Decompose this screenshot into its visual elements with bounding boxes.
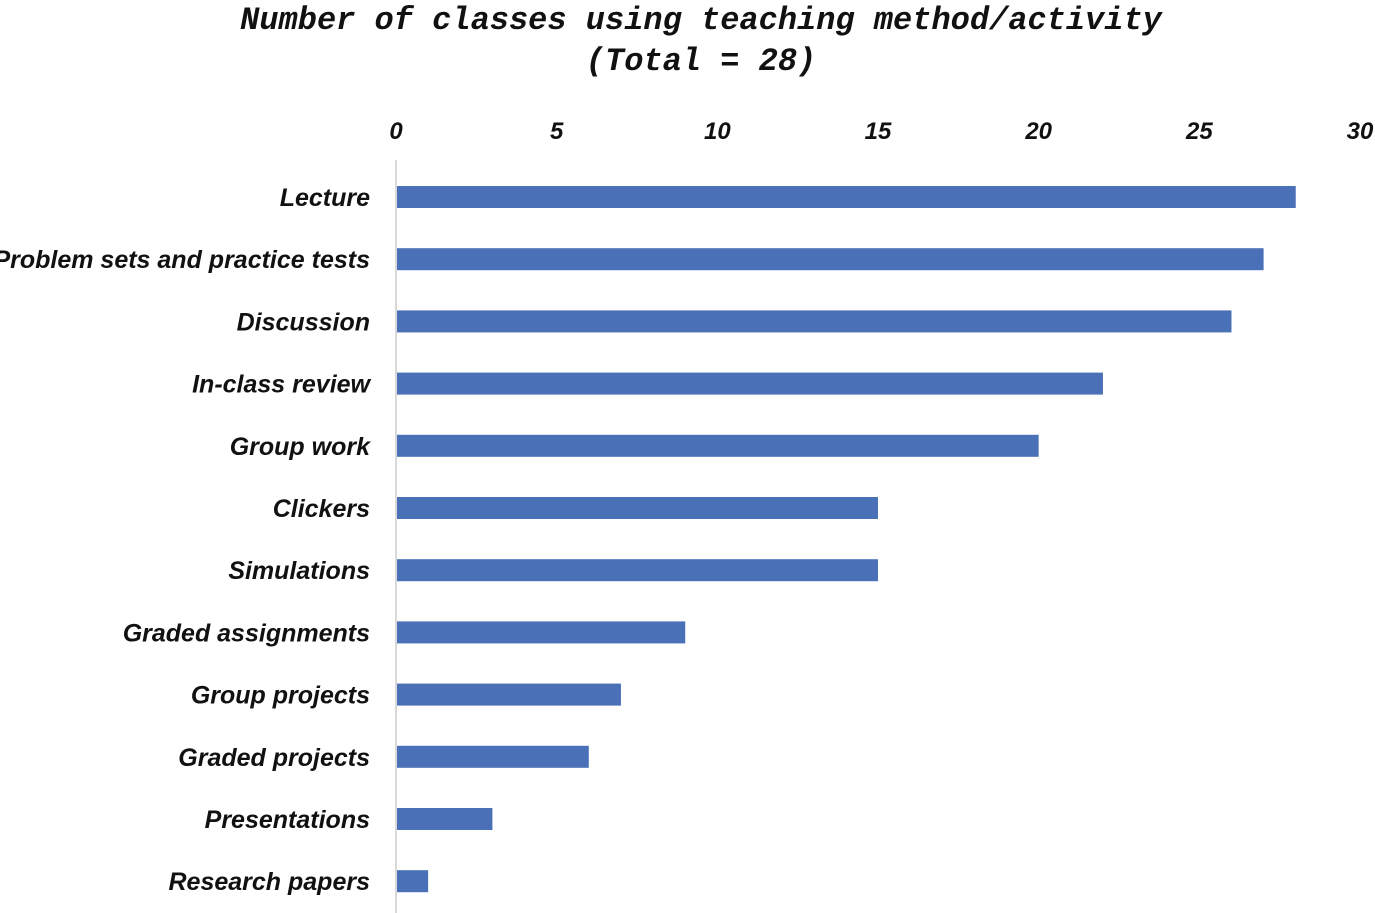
bars [397, 186, 1296, 893]
x-axis-tick-labels: 0 5 10 15 20 25 30 [389, 118, 1374, 145]
x-tick-label: 20 [1024, 118, 1052, 145]
x-tick-label: 10 [704, 118, 731, 145]
category-label: In-class review [192, 371, 371, 399]
chart-title: Number of classes using teaching method/… [0, 0, 1375, 82]
category-label: Simulations [228, 557, 370, 585]
bar [397, 745, 589, 768]
category-label: Clickers [273, 495, 370, 523]
bar [397, 870, 429, 893]
chart-title-main: Number of classes using teaching method/… [240, 2, 1162, 39]
x-tick-label: 5 [550, 118, 564, 145]
bar [397, 497, 878, 519]
bar [397, 559, 878, 582]
bar [397, 186, 1296, 208]
category-label: Graded assignments [123, 619, 370, 647]
bar [397, 372, 1103, 395]
category-label: Discussion [237, 308, 370, 336]
bar [397, 310, 1232, 333]
category-label: Problem sets and practice tests [0, 246, 370, 274]
category-label: Research papers [168, 868, 370, 896]
category-label: Group projects [191, 682, 370, 710]
bar [397, 248, 1264, 271]
bar [397, 683, 621, 706]
category-label: Lecture [280, 184, 370, 212]
x-tick-label: 15 [865, 118, 892, 145]
x-tick-label: 0 [389, 118, 403, 145]
bar [397, 808, 493, 830]
category-label: Presentations [205, 806, 370, 834]
x-tick-label: 25 [1185, 118, 1213, 145]
chart-subtitle: (Total = 28) [585, 43, 817, 80]
category-label: Group work [230, 433, 371, 461]
category-label: Graded projects [178, 744, 370, 772]
bar [397, 621, 686, 644]
category-labels: Lecture Problem sets and practice tests Di… [0, 184, 372, 896]
bar [397, 434, 1039, 457]
x-tick-label: 30 [1347, 118, 1374, 145]
